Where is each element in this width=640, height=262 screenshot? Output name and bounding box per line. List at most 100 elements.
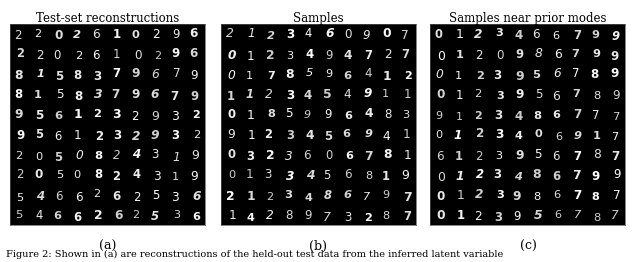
- Text: 3: 3: [173, 210, 180, 220]
- Text: 5: 5: [535, 88, 543, 101]
- Text: 3: 3: [495, 28, 502, 38]
- Text: 2: 2: [364, 213, 372, 223]
- Text: 2: 2: [266, 192, 273, 202]
- Text: 7: 7: [574, 210, 581, 220]
- Text: 1: 1: [228, 209, 236, 222]
- Text: 6: 6: [344, 190, 352, 200]
- Text: 2: 2: [474, 210, 482, 223]
- Text: 8: 8: [591, 68, 599, 81]
- Text: 8: 8: [593, 212, 600, 223]
- Text: 2: 2: [36, 50, 44, 62]
- Text: 2: 2: [474, 89, 481, 99]
- Text: 2: 2: [75, 51, 83, 61]
- Text: 8: 8: [594, 91, 601, 101]
- Text: 9: 9: [515, 89, 524, 101]
- Text: 3: 3: [344, 211, 352, 224]
- Text: 6: 6: [53, 211, 61, 221]
- Text: 9: 9: [190, 90, 198, 103]
- Text: 3: 3: [402, 110, 409, 120]
- Text: 2: 2: [113, 149, 120, 162]
- Text: 2: 2: [383, 48, 391, 61]
- Text: 5: 5: [56, 170, 63, 179]
- Text: 2: 2: [266, 209, 274, 222]
- Text: 3: 3: [246, 150, 254, 163]
- Text: 6: 6: [554, 48, 561, 61]
- Text: 6: 6: [189, 47, 198, 61]
- Text: 8: 8: [534, 47, 543, 61]
- Text: 7: 7: [572, 67, 579, 80]
- Text: 1: 1: [593, 131, 600, 141]
- Text: 7: 7: [267, 71, 275, 81]
- Text: 2: 2: [226, 27, 234, 40]
- Text: 3: 3: [264, 168, 272, 181]
- Text: 9: 9: [172, 47, 180, 60]
- Text: 3: 3: [285, 150, 292, 163]
- Text: 8: 8: [532, 168, 541, 182]
- Text: 0: 0: [325, 149, 333, 162]
- Text: 6: 6: [92, 28, 100, 41]
- Text: 0: 0: [435, 130, 442, 140]
- Text: 4: 4: [246, 213, 254, 223]
- Text: 7: 7: [170, 90, 179, 103]
- Text: 4: 4: [303, 89, 312, 102]
- Text: 2: 2: [475, 49, 483, 62]
- Text: 8: 8: [382, 211, 389, 221]
- Text: 1: 1: [456, 28, 464, 41]
- Text: 8: 8: [14, 69, 22, 83]
- Text: 2: 2: [112, 170, 120, 183]
- Text: 6: 6: [54, 130, 61, 143]
- Text: 2: 2: [404, 71, 412, 81]
- Text: 2: 2: [94, 209, 103, 222]
- Text: 3: 3: [172, 191, 179, 204]
- Text: 5: 5: [534, 148, 542, 161]
- Text: 2: 2: [16, 47, 24, 60]
- Text: 4: 4: [343, 88, 351, 101]
- Text: 9: 9: [401, 169, 409, 182]
- Text: 2: 2: [14, 29, 22, 42]
- Text: 6: 6: [554, 210, 561, 220]
- Text: 8: 8: [384, 108, 392, 121]
- Text: 9: 9: [513, 190, 521, 203]
- Text: 0: 0: [534, 129, 542, 139]
- Text: 1: 1: [381, 170, 390, 183]
- Text: 4: 4: [382, 130, 390, 143]
- Text: 9: 9: [326, 49, 333, 62]
- Text: 2: 2: [131, 130, 140, 143]
- Text: 7: 7: [612, 189, 620, 202]
- Text: 9: 9: [304, 110, 311, 120]
- Text: 0: 0: [436, 209, 445, 222]
- Text: 2: 2: [227, 190, 235, 203]
- Text: 8: 8: [592, 192, 600, 203]
- Text: 9: 9: [611, 30, 620, 43]
- Text: 1: 1: [172, 151, 180, 163]
- Text: 9: 9: [591, 30, 600, 40]
- Text: 6: 6: [552, 110, 561, 120]
- Text: 8: 8: [95, 168, 103, 181]
- Text: 9: 9: [515, 48, 524, 61]
- Text: 8: 8: [285, 68, 294, 81]
- Text: 1: 1: [246, 71, 253, 81]
- Text: 2: 2: [474, 111, 481, 121]
- Text: 6: 6: [189, 27, 198, 40]
- Text: 2: 2: [152, 28, 159, 41]
- Text: 3: 3: [286, 89, 294, 102]
- Text: 6: 6: [344, 111, 353, 121]
- Text: 7: 7: [573, 189, 581, 202]
- Text: 9: 9: [131, 88, 140, 101]
- Text: 5: 5: [54, 151, 62, 164]
- Text: 6: 6: [342, 129, 350, 139]
- Text: 5: 5: [35, 109, 44, 122]
- Text: 3: 3: [93, 70, 102, 83]
- Text: 7: 7: [364, 49, 372, 62]
- Text: 5: 5: [285, 107, 293, 121]
- Text: 9: 9: [435, 111, 442, 122]
- Text: 3: 3: [286, 28, 294, 41]
- Text: 1: 1: [404, 88, 412, 101]
- Text: 2: 2: [93, 109, 101, 119]
- Text: 7: 7: [573, 108, 581, 121]
- Text: 8: 8: [533, 192, 540, 202]
- Text: 9: 9: [515, 70, 524, 83]
- Text: 0: 0: [228, 148, 236, 161]
- Text: 2: 2: [266, 49, 275, 62]
- Text: 0: 0: [436, 189, 444, 203]
